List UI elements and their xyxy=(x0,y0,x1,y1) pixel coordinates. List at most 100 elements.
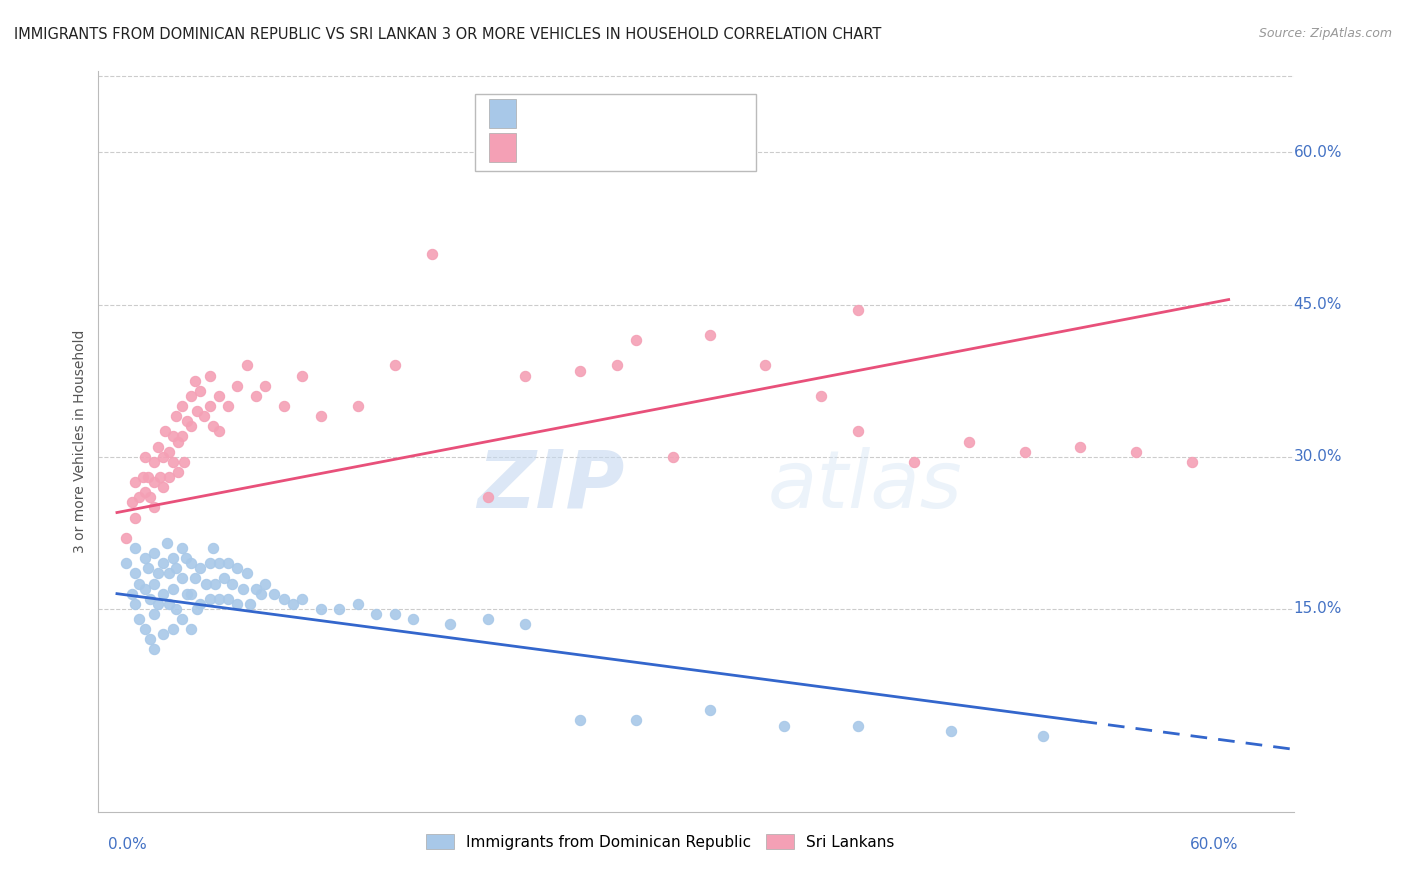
Bar xyxy=(489,99,516,128)
Point xyxy=(1181,455,1204,469)
Point xyxy=(273,399,295,413)
Point xyxy=(180,389,202,403)
Point xyxy=(180,419,202,434)
Point xyxy=(180,622,202,636)
Point xyxy=(208,556,231,570)
Point xyxy=(263,587,285,601)
Point xyxy=(180,587,202,601)
Point xyxy=(420,247,443,261)
Point xyxy=(198,368,221,383)
Point xyxy=(239,597,262,611)
Point xyxy=(204,576,226,591)
Point xyxy=(846,718,869,732)
Point xyxy=(180,556,202,570)
Point xyxy=(569,714,592,728)
Point xyxy=(384,359,406,373)
Text: 15.0%: 15.0% xyxy=(1294,601,1341,616)
Text: -0.383: -0.383 xyxy=(565,106,624,124)
Point xyxy=(254,378,277,392)
Point xyxy=(143,475,166,489)
Y-axis label: 3 or more Vehicles in Household: 3 or more Vehicles in Household xyxy=(73,330,87,553)
Text: N =: N = xyxy=(644,106,682,124)
Text: 0.0%: 0.0% xyxy=(108,837,146,852)
Point xyxy=(366,607,388,621)
Point xyxy=(152,450,174,464)
Text: 30.0%: 30.0% xyxy=(1294,450,1341,464)
Point xyxy=(291,368,314,383)
Point xyxy=(121,587,143,601)
Point xyxy=(165,561,187,575)
Point xyxy=(167,434,190,449)
Point xyxy=(146,566,169,581)
Point xyxy=(810,389,832,403)
Point xyxy=(157,444,180,458)
Point xyxy=(146,440,169,454)
Point xyxy=(138,561,160,575)
Point xyxy=(143,607,166,621)
Point xyxy=(143,500,166,515)
Point xyxy=(402,612,425,626)
Point xyxy=(115,531,138,545)
Point xyxy=(217,591,239,606)
Point xyxy=(157,470,180,484)
Point xyxy=(1069,440,1091,454)
Point xyxy=(152,627,174,641)
Point xyxy=(198,591,221,606)
Text: 45.0%: 45.0% xyxy=(1294,297,1341,312)
Point xyxy=(309,409,332,424)
Text: 60.0%: 60.0% xyxy=(1189,837,1237,852)
Legend: Immigrants from Dominican Republic, Sri Lankans: Immigrants from Dominican Republic, Sri … xyxy=(420,828,900,856)
Point xyxy=(174,551,197,566)
Text: 0.445: 0.445 xyxy=(565,140,617,158)
Point xyxy=(143,642,166,657)
Point xyxy=(124,510,146,524)
Point xyxy=(846,425,869,439)
Point xyxy=(139,632,162,647)
Point xyxy=(165,602,187,616)
Point xyxy=(903,455,925,469)
Point xyxy=(124,597,146,611)
Point xyxy=(439,617,461,632)
Point xyxy=(569,363,592,377)
Point xyxy=(157,566,180,581)
Point xyxy=(513,368,536,383)
Point xyxy=(188,597,211,611)
Point xyxy=(208,389,231,403)
Point xyxy=(170,399,193,413)
Point xyxy=(1014,444,1036,458)
Point xyxy=(662,450,685,464)
Point xyxy=(132,470,155,484)
Point xyxy=(170,541,193,555)
Point xyxy=(153,425,176,439)
Point xyxy=(121,495,143,509)
Text: atlas: atlas xyxy=(768,447,963,525)
Point xyxy=(188,561,211,575)
Point xyxy=(273,591,295,606)
Point xyxy=(152,587,174,601)
Point xyxy=(176,414,198,428)
Point xyxy=(184,374,207,388)
Point xyxy=(250,587,273,601)
Point xyxy=(221,576,243,591)
Point xyxy=(124,541,146,555)
Point xyxy=(128,576,150,591)
Point xyxy=(162,429,184,443)
Point xyxy=(143,455,166,469)
Point xyxy=(754,359,776,373)
Point xyxy=(217,399,239,413)
Point xyxy=(170,612,193,626)
Text: R =: R = xyxy=(524,140,561,158)
Point xyxy=(699,328,721,343)
Point xyxy=(162,551,184,566)
Text: IMMIGRANTS FROM DOMINICAN REPUBLIC VS SRI LANKAN 3 OR MORE VEHICLES IN HOUSEHOLD: IMMIGRANTS FROM DOMINICAN REPUBLIC VS SR… xyxy=(14,27,882,42)
Point xyxy=(477,612,499,626)
Point xyxy=(254,576,277,591)
Text: Source: ZipAtlas.com: Source: ZipAtlas.com xyxy=(1258,27,1392,40)
Point xyxy=(152,480,174,494)
Text: 81: 81 xyxy=(681,106,703,124)
Point xyxy=(170,429,193,443)
Point xyxy=(606,359,628,373)
Point xyxy=(309,602,332,616)
Point xyxy=(198,399,221,413)
Point xyxy=(162,455,184,469)
